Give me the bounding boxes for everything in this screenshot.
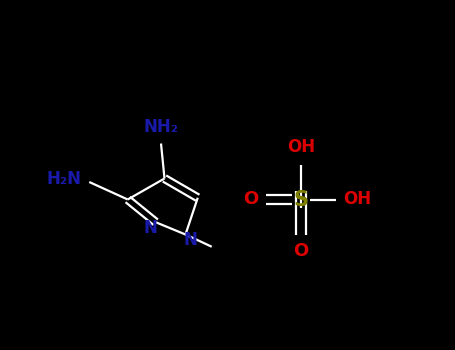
Text: S: S [293,189,308,210]
Text: OH: OH [343,190,371,209]
Text: OH: OH [287,138,315,156]
Text: O: O [293,241,308,259]
Text: NH₂: NH₂ [143,119,178,136]
Text: N: N [144,219,157,237]
Text: N: N [183,231,197,250]
Text: O: O [243,190,258,209]
Text: H₂N: H₂N [46,169,81,188]
